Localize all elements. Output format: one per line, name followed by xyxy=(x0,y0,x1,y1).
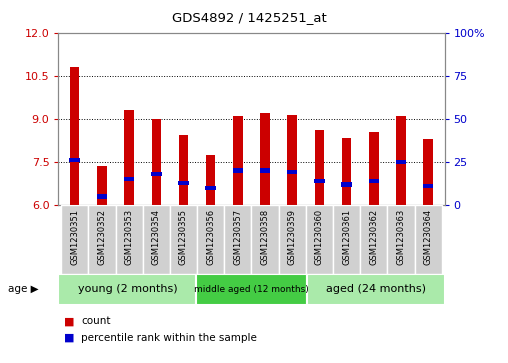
Bar xyxy=(314,130,324,205)
Bar xyxy=(307,274,444,305)
Bar xyxy=(170,205,197,274)
Text: middle aged (12 months): middle aged (12 months) xyxy=(194,285,309,294)
Bar xyxy=(360,205,388,274)
Bar xyxy=(388,205,415,274)
Text: GSM1230364: GSM1230364 xyxy=(424,208,433,265)
Text: ■: ■ xyxy=(64,333,74,343)
Text: aged (24 months): aged (24 months) xyxy=(326,285,426,294)
Bar xyxy=(260,113,270,205)
Text: GSM1230356: GSM1230356 xyxy=(206,208,215,265)
Bar xyxy=(287,170,298,175)
Bar xyxy=(124,177,134,182)
Bar xyxy=(396,160,406,164)
Bar xyxy=(423,184,433,188)
Bar xyxy=(233,168,243,173)
Bar xyxy=(70,158,80,162)
Bar xyxy=(196,274,307,305)
Bar xyxy=(424,139,433,205)
Bar xyxy=(179,135,188,205)
Bar xyxy=(251,205,279,274)
Bar xyxy=(197,205,224,274)
Bar xyxy=(279,205,306,274)
Bar xyxy=(233,116,243,205)
Text: ■: ■ xyxy=(64,316,74,326)
Bar xyxy=(206,155,215,205)
Bar xyxy=(288,115,297,205)
Bar xyxy=(151,119,161,205)
Text: GSM1230351: GSM1230351 xyxy=(70,208,79,265)
Text: count: count xyxy=(81,316,111,326)
Bar xyxy=(178,180,189,185)
Text: GSM1230357: GSM1230357 xyxy=(233,208,242,265)
Bar xyxy=(143,205,170,274)
Bar xyxy=(205,186,216,190)
Bar xyxy=(115,205,143,274)
Text: percentile rank within the sample: percentile rank within the sample xyxy=(81,333,257,343)
Bar xyxy=(369,132,378,205)
Text: age ▶: age ▶ xyxy=(8,285,38,294)
Bar xyxy=(61,205,88,274)
Bar xyxy=(70,67,79,205)
Bar xyxy=(396,116,406,205)
Text: GSM1230363: GSM1230363 xyxy=(397,208,405,265)
Bar xyxy=(224,205,251,274)
Bar xyxy=(58,274,196,305)
Text: GSM1230359: GSM1230359 xyxy=(288,208,297,265)
Text: GDS4892 / 1425251_at: GDS4892 / 1425251_at xyxy=(172,11,326,24)
Text: GSM1230360: GSM1230360 xyxy=(315,208,324,265)
Bar xyxy=(342,138,352,205)
Text: GSM1230355: GSM1230355 xyxy=(179,208,188,265)
Text: GSM1230361: GSM1230361 xyxy=(342,208,351,265)
Bar xyxy=(415,205,442,274)
Bar xyxy=(151,172,162,176)
Text: GSM1230362: GSM1230362 xyxy=(369,208,378,265)
Bar xyxy=(97,166,107,205)
Bar xyxy=(260,168,270,173)
Bar xyxy=(369,179,379,183)
Text: GSM1230354: GSM1230354 xyxy=(152,208,161,265)
Text: GSM1230353: GSM1230353 xyxy=(124,208,134,265)
Bar xyxy=(88,205,115,274)
Bar xyxy=(333,205,360,274)
Bar xyxy=(341,182,352,187)
Bar xyxy=(314,179,325,183)
Text: GSM1230352: GSM1230352 xyxy=(98,208,106,265)
Text: young (2 months): young (2 months) xyxy=(78,285,177,294)
Bar xyxy=(124,110,134,205)
Text: GSM1230358: GSM1230358 xyxy=(261,208,270,265)
Bar xyxy=(97,194,107,199)
Bar xyxy=(306,205,333,274)
